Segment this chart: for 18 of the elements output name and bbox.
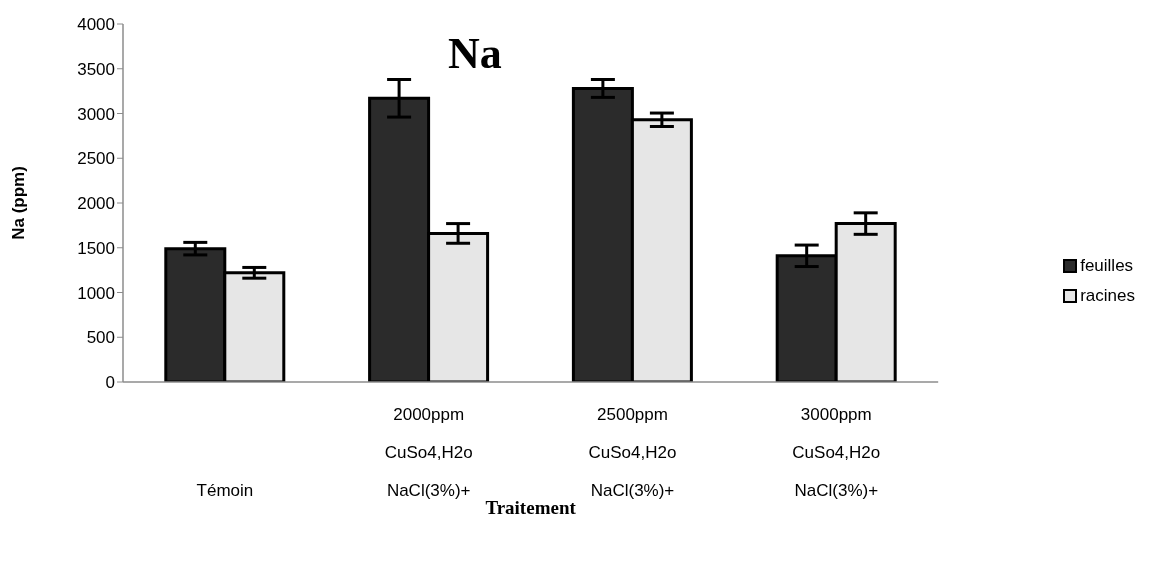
- legend-label: feuilles: [1080, 255, 1134, 276]
- x-tick-label: 3000ppm CuSo4,H2o NaCl(3%)+: [792, 405, 881, 500]
- x-tick-label: 2500ppm CuSo4,H2o NaCl(3%)+: [588, 405, 677, 500]
- chart-title: Na: [448, 28, 502, 79]
- x-tick-label: Témoin: [196, 481, 254, 500]
- y-tick-label: 0: [105, 373, 115, 393]
- y-axis-title: Na (ppm): [9, 166, 29, 240]
- y-tick-label: 3000: [77, 104, 115, 124]
- y-tick-label: 2000: [77, 194, 115, 214]
- x-axis-title: Traitement: [485, 497, 577, 518]
- y-tick-label: 4000: [77, 15, 115, 35]
- y-tick-label: 500: [86, 328, 115, 348]
- y-tick-label: 1000: [77, 283, 115, 303]
- y-tick-label: 1500: [77, 238, 115, 258]
- legend-label: racines: [1080, 285, 1135, 306]
- y-tick-label: 3500: [77, 59, 115, 79]
- y-tick-label: 2500: [77, 149, 115, 169]
- x-tick-label: 2000ppm CuSo4,H2o NaCl(3%)+: [384, 405, 473, 500]
